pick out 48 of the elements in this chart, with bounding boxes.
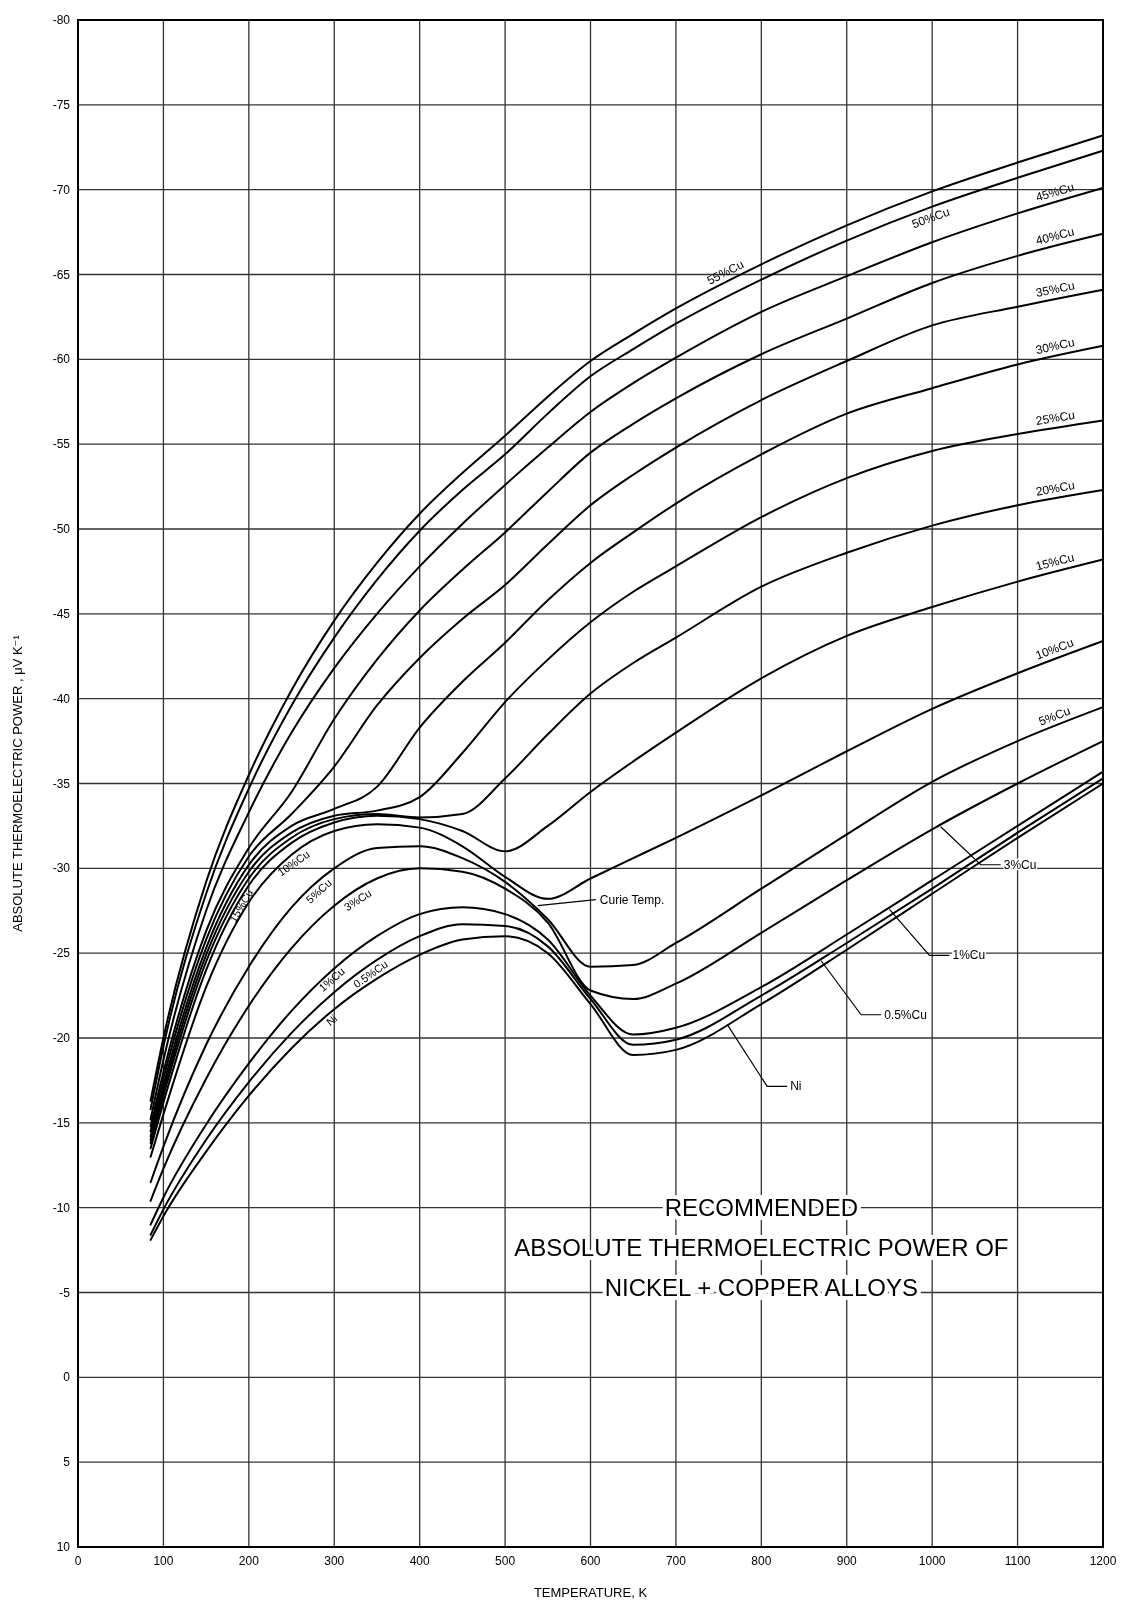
y-tick-label: -65 <box>52 267 71 282</box>
text: 30%Cu <box>1034 335 1076 358</box>
x-tick-label: 800 <box>751 1554 772 1568</box>
text: Ni <box>323 1012 340 1028</box>
text: 35%Cu <box>1034 278 1076 300</box>
y-tick-label: 10 <box>56 1540 71 1554</box>
x-axis-title: TEMPERATURE, K <box>533 1585 648 1600</box>
text: 50%Cu <box>909 204 952 232</box>
y-tick-label: -5 <box>59 1285 71 1300</box>
text: 40%Cu <box>1034 224 1076 248</box>
y-tick-label: 0 <box>63 1370 71 1385</box>
x-tick-label: 900 <box>836 1554 858 1568</box>
y-tick-label: -80 <box>52 13 71 27</box>
x-tick-label: 400 <box>409 1554 430 1568</box>
text: 15%Cu <box>1034 550 1076 574</box>
y-tick-label: -40 <box>52 691 71 706</box>
x-tick-label: 0 <box>74 1554 82 1568</box>
y-tick-label: -60 <box>52 352 71 367</box>
x-tick-label: 700 <box>665 1554 687 1568</box>
y-tick-label: -70 <box>52 182 71 197</box>
y-tick-label: -75 <box>52 97 71 112</box>
text: 10%Cu <box>1033 635 1076 663</box>
y-tick-label: 5 <box>63 1455 71 1470</box>
y-tick-label: -50 <box>52 522 71 536</box>
x-tick-label: 600 <box>580 1554 601 1568</box>
x-tick-label: 500 <box>495 1554 516 1568</box>
x-tick-label: 1000 <box>918 1554 946 1568</box>
y-tick-label: -20 <box>52 1031 71 1045</box>
y-tick-label: -55 <box>52 437 71 452</box>
y-axis-title: ABSOLUTE THERMOELECTRIC POWER , μV K⁻¹ <box>10 634 25 932</box>
text: 25%Cu <box>1034 407 1076 428</box>
x-tick-label: 300 <box>324 1554 345 1568</box>
y-tick-label: -25 <box>52 946 71 961</box>
y-tick-label: -30 <box>52 861 71 876</box>
text: 20%Cu <box>1034 478 1076 499</box>
x-tick-label: 100 <box>153 1554 174 1568</box>
text: 0.5%Cu <box>884 1007 927 1022</box>
y-tick-label: -45 <box>52 606 71 621</box>
y-tick-label: -35 <box>52 776 71 791</box>
annotation: Curie Temp. <box>599 892 665 907</box>
text: 5%Cu <box>1036 703 1073 729</box>
x-tick-label: 1200 <box>1089 1554 1117 1568</box>
y-tick-label: -10 <box>52 1200 71 1215</box>
text: 45%Cu <box>1034 179 1076 205</box>
y-tick-label: -15 <box>52 1115 71 1130</box>
x-tick-label: 1100 <box>1004 1554 1031 1568</box>
text: Ni <box>790 1079 802 1094</box>
x-tick-label: 200 <box>238 1554 260 1568</box>
